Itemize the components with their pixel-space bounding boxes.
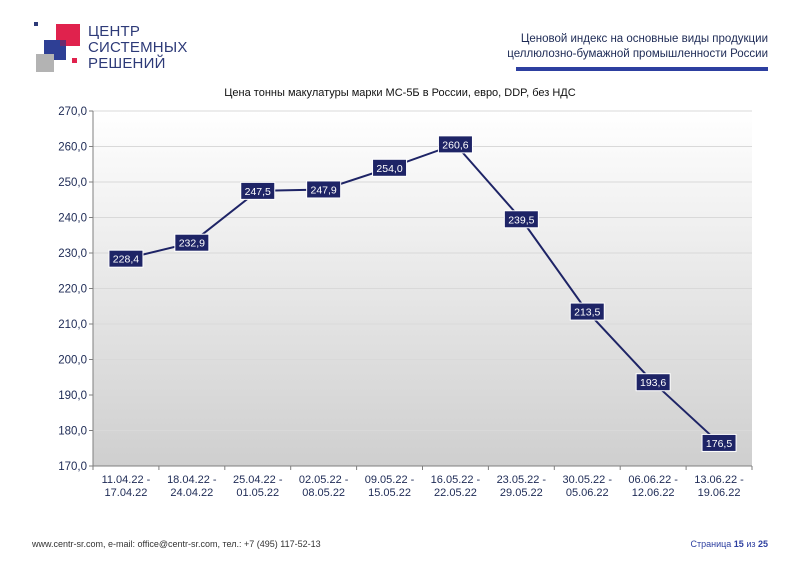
page-total: 25 [757, 539, 768, 549]
header-title: Ценовой индекс на основные виды продукци… [468, 32, 768, 62]
y-tick-label: 170,0 [58, 461, 87, 473]
x-tick-label: 13.06.22 -19.06.22 [694, 474, 744, 499]
logo: ЦЕНТР СИСТЕМНЫХ РЕШЕНИЙ [34, 22, 187, 82]
data-point [701, 433, 737, 452]
data-label: 247,9 [311, 184, 337, 196]
logo-line-1: ЦЕНТР [88, 23, 141, 40]
footer-contacts: www.centr-sr.com, e-mail: office@centr-s… [32, 539, 321, 549]
data-point [503, 210, 539, 229]
data-label: 239,5 [508, 214, 534, 226]
header-rule [516, 67, 768, 71]
x-tick-label: 23.05.22 -29.05.22 [497, 474, 547, 499]
y-tick-label: 250,0 [58, 177, 87, 189]
data-point [372, 158, 408, 177]
y-tick-label: 220,0 [58, 284, 87, 296]
x-tick-label: 30.05.22 -05.06.22 [562, 474, 612, 499]
data-label: 247,5 [245, 186, 271, 198]
page-of: из [746, 539, 756, 549]
data-point [635, 373, 671, 392]
header-line-2: целлюлозно-бумажной промышленности Росси… [507, 48, 768, 60]
series-line [125, 143, 720, 444]
page-number: 15 [733, 539, 744, 549]
data-point [240, 181, 276, 200]
x-tick-label: 06.06.22 -12.06.22 [628, 474, 678, 499]
series-path [125, 143, 720, 444]
logo-line-3: РЕШЕНИЙ [88, 55, 166, 72]
y-tick-label: 240,0 [58, 213, 87, 225]
logo-line-2: СИСТЕМНЫХ [88, 39, 188, 56]
data-point [569, 302, 605, 321]
data-label: 176,5 [706, 438, 732, 450]
x-tick-label: 16.05.22 -22.05.22 [431, 474, 481, 499]
x-tick-label: 11.04.22 -17.04.22 [102, 474, 151, 499]
line-chart: 170,0 180,0 190,0 200,0 210,0 220,0 230,0 240,0… [58, 106, 753, 499]
y-tick-label: 270,0 [58, 106, 87, 118]
y-tick-label: 190,0 [58, 390, 87, 402]
data-label: 213,5 [574, 307, 600, 319]
data-label: 254,0 [376, 163, 402, 175]
logo-text: ЦЕНТР СИСТЕМНЫХ РЕШЕНИЙ [88, 24, 188, 72]
data-label: 193,6 [640, 377, 666, 389]
y-tick-label: 200,0 [58, 355, 87, 367]
y-axis: 170,0 180,0 190,0 200,0 210,0 220,0 230,0 240,0… [58, 106, 94, 473]
page-indicator: Страница 15 из 25 [690, 539, 768, 549]
data-label: 232,9 [179, 238, 205, 250]
data-point [437, 135, 473, 154]
data-point [108, 249, 144, 268]
y-tick-label: 230,0 [58, 248, 87, 260]
page-word: Страница [690, 539, 732, 549]
y-tick-label: 180,0 [58, 426, 87, 438]
x-axis: 11.04.22 -17.04.22 18.04.22 -24.04.22 25.0… [92, 465, 753, 499]
logo-mark-icon [34, 22, 80, 72]
data-labels: 228,4 232,9 247,5 247,9 254,0 260,6 239,5 213,5… [108, 135, 737, 452]
data-label: 260,6 [442, 139, 468, 151]
y-tick-label: 210,0 [58, 319, 87, 331]
y-tick-label: 260,0 [58, 142, 87, 154]
data-point [174, 233, 210, 252]
data-point [306, 180, 342, 199]
x-tick-label: 25.04.22 -01.05.22 [233, 474, 283, 499]
x-tick-label: 02.05.22 -08.05.22 [299, 474, 349, 499]
data-label: 228,4 [113, 254, 139, 266]
header-line-1: Ценовой индекс на основные виды продукци… [520, 33, 768, 45]
x-tick-label: 09.05.22 -15.05.22 [365, 474, 415, 499]
chart-title: Цена тонны макулатуры марки МС-5Б в Росс… [224, 87, 576, 99]
x-tick-label: 18.04.22 -24.04.22 [167, 474, 217, 499]
